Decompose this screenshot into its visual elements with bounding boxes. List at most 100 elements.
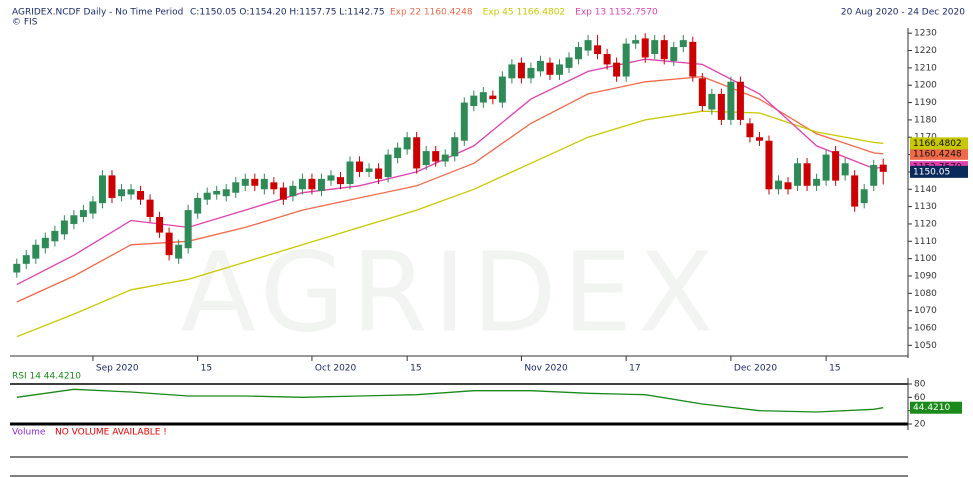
candle-body (203, 192, 211, 200)
candle-body (184, 210, 192, 249)
watermark: AGRIDEX (181, 228, 720, 356)
candle-body (432, 151, 440, 162)
candle-body (22, 255, 30, 264)
candle-body (146, 199, 154, 218)
y-tick-label: 1230 (914, 29, 937, 39)
candle-body (346, 161, 354, 185)
x-tick-label: Nov 2020 (524, 364, 568, 374)
candle-body (289, 185, 297, 197)
candle-body (527, 67, 535, 79)
candle-body (451, 137, 459, 157)
y-tick-label: 1050 (914, 341, 937, 351)
candle-body (594, 45, 602, 55)
close-label: 1150.05 (913, 167, 950, 177)
source: © FIS (12, 18, 38, 28)
candle-body (794, 163, 802, 186)
candle-body (613, 62, 621, 77)
candle-body (298, 178, 306, 190)
candle-body (775, 180, 782, 190)
rsi-title: RSI 14 44.4210 (12, 372, 81, 382)
candle-body (375, 168, 383, 179)
rsi-tick-label: 20 (914, 420, 926, 430)
ema-line (16, 110, 884, 338)
candle-body (813, 178, 821, 186)
candle-body (832, 151, 840, 181)
candle-body (641, 38, 649, 58)
candle-body (70, 215, 78, 224)
candle-body (717, 93, 725, 120)
candle-body (118, 189, 125, 197)
candle-body (98, 175, 106, 204)
y-tick-label: 1110 (914, 237, 937, 247)
rsi-tick-label: 80 (914, 380, 926, 390)
candle-body (660, 40, 668, 60)
candle-body (241, 178, 249, 186)
candle-body (479, 92, 487, 103)
candle-body (765, 140, 773, 190)
candle-body (556, 64, 563, 75)
candle-body (803, 163, 811, 186)
candle-body (498, 76, 506, 103)
y-tick-label: 1130 (914, 202, 937, 212)
candle-body (51, 230, 59, 242)
x-tick-label: Oct 2020 (315, 364, 357, 374)
x-tick-label: 15 (201, 364, 212, 374)
candle-body (13, 263, 21, 273)
candle-body (679, 40, 687, 48)
candle-body (517, 62, 525, 79)
y-tick-label: 1100 (914, 254, 937, 264)
candle-body (60, 220, 68, 235)
symbol: AGRIDEX.NCDF Daily - No Time Period (12, 8, 183, 18)
candle-body (870, 164, 878, 186)
candle-body (546, 62, 554, 75)
date-range: 20 Aug 2020 - 24 Dec 2020 (841, 8, 965, 18)
candle-body (165, 232, 173, 256)
candle-body (860, 189, 868, 204)
candle-body (317, 178, 325, 191)
candle-body (784, 182, 792, 190)
candle-body (841, 163, 849, 176)
candle-body (232, 182, 240, 193)
candle-body (175, 244, 183, 259)
x-tick-label: 15 (410, 364, 421, 374)
candle-body (270, 182, 278, 190)
candle-body (651, 40, 659, 55)
candle-body (327, 175, 335, 181)
candle-body (422, 151, 430, 165)
candle-body (308, 178, 316, 190)
candle-body (879, 164, 887, 172)
y-tick-label: 1140 (914, 185, 937, 195)
y-tick-label: 1120 (914, 219, 937, 229)
legend-entry: Exp 22 1160.4248 (390, 8, 473, 18)
y-tick-label: 1180 (914, 115, 937, 125)
rsi-end-box (910, 401, 962, 414)
close-label-box (910, 165, 968, 178)
y-tick-label: 1190 (914, 98, 937, 108)
candle-body (603, 54, 611, 65)
candle-body (698, 78, 706, 107)
candle-body (670, 47, 678, 61)
candle-body (32, 244, 40, 259)
candle-body (41, 237, 49, 249)
candle-body (108, 175, 116, 198)
candle-body (470, 95, 478, 107)
ema-end-label: 1160.4248 (913, 149, 962, 159)
rsi-tick-label: 60 (914, 393, 926, 403)
candle-body (584, 40, 592, 51)
candle-body (213, 191, 221, 195)
volume-note: NO VOLUME AVAILABLE ! (55, 428, 167, 438)
legend-entry: Exp 13 1152.7570 (575, 8, 658, 18)
candle-body (689, 41, 697, 77)
candle-body (156, 217, 164, 233)
candle-body (746, 123, 754, 138)
ema-end-label-box (910, 147, 968, 160)
candle-body (736, 81, 744, 120)
candle-body (565, 57, 573, 68)
candle-body (79, 210, 87, 218)
candle-body (222, 189, 230, 197)
candle-body (575, 47, 583, 60)
candle-body (536, 60, 544, 72)
candle-body (337, 177, 344, 185)
candle-body (279, 187, 287, 200)
